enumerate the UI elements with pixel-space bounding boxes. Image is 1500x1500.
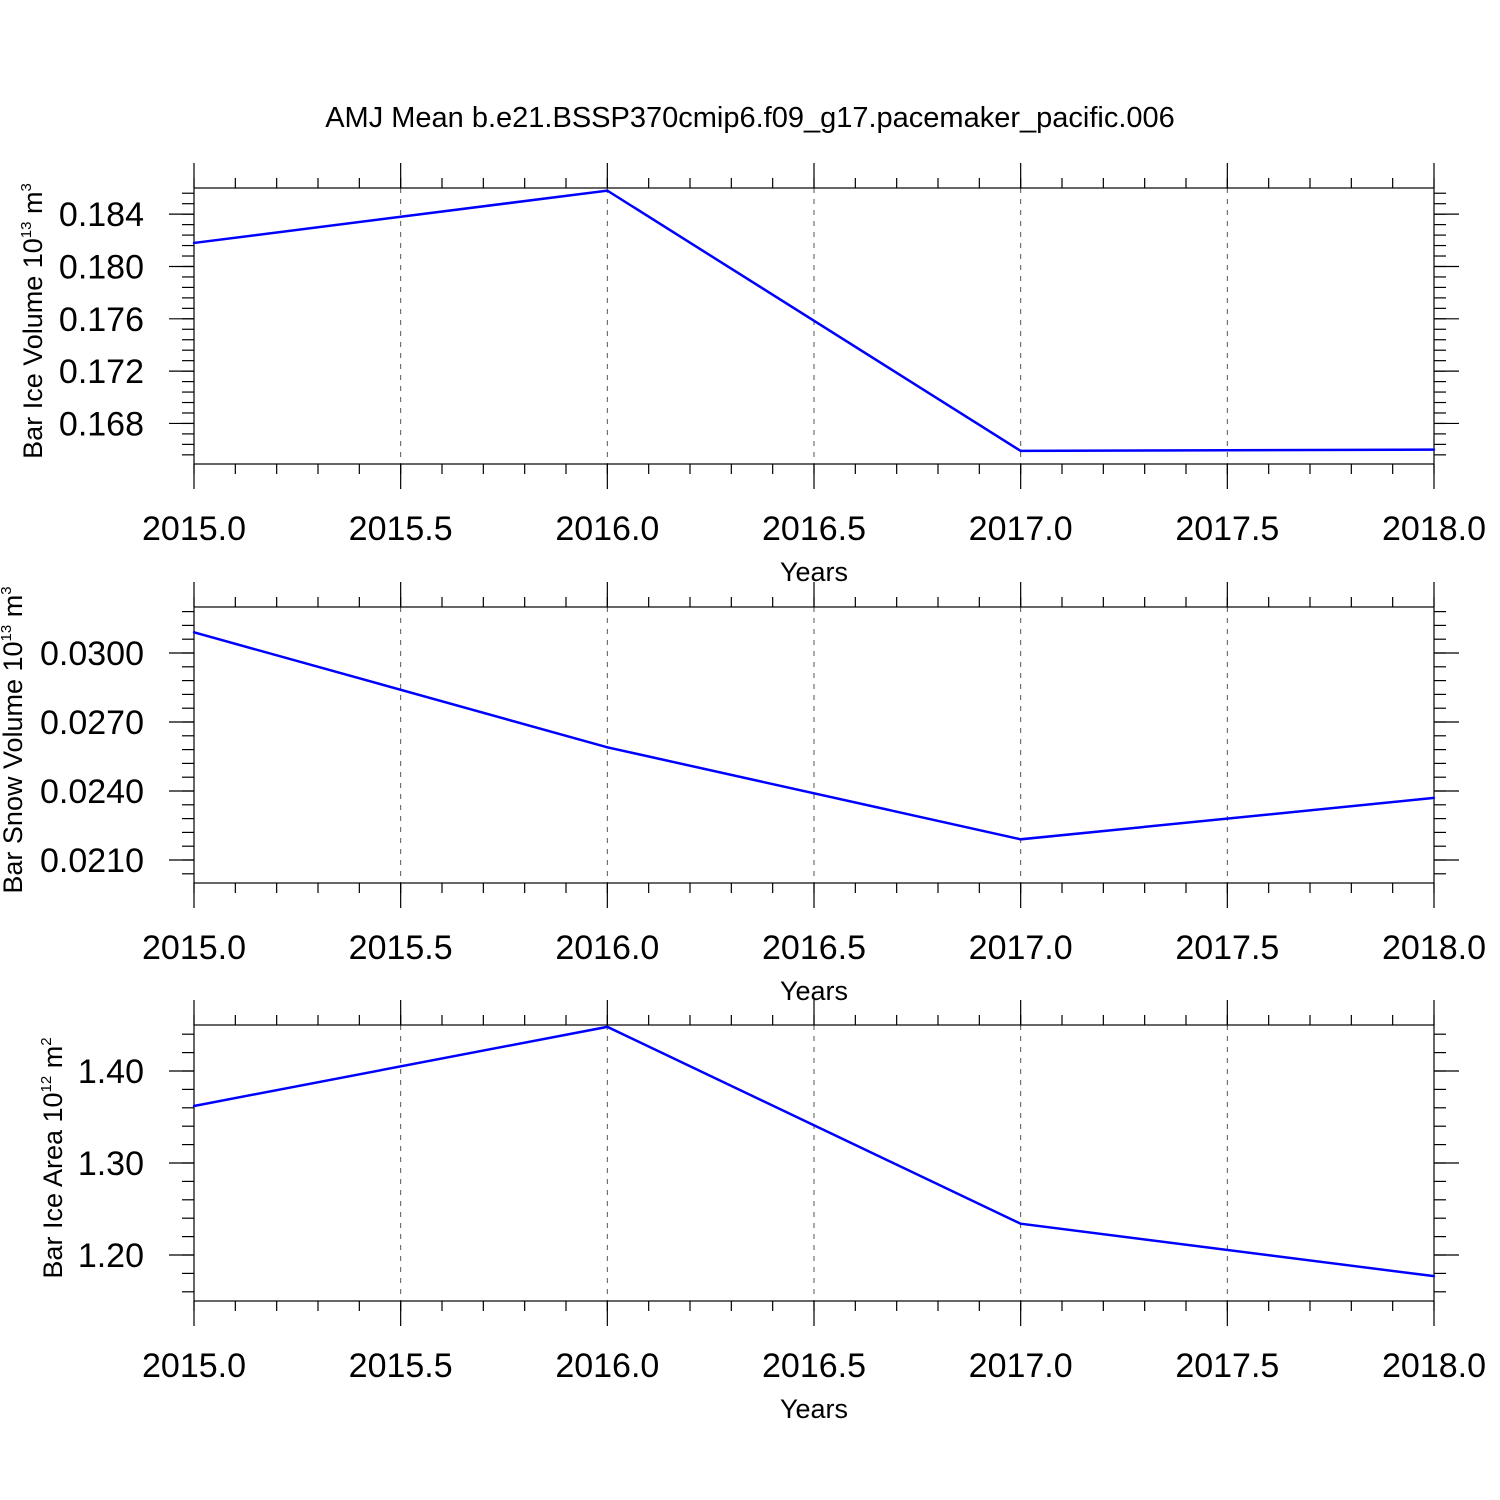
data-point <box>192 631 196 634</box>
data-point <box>1432 796 1436 800</box>
data-point <box>192 241 196 245</box>
x-tick-label: 2018.0 <box>1382 510 1486 548</box>
x-tick-label: 2016.5 <box>762 929 866 967</box>
y-axis-label-text: Bar Snow Volume 10 <box>0 641 28 893</box>
y-tick-label: 0.0210 <box>40 842 144 880</box>
y-axis-label-text: Bar Ice Volume 10 <box>18 238 48 459</box>
data-point <box>606 189 609 192</box>
chart-panel-3: 2015.0 2015.5 2016.0 2016.5 2017.0 2017.5 2018… <box>38 1000 1486 1424</box>
x-tick-label: 2015.0 <box>142 510 246 548</box>
x-tick-label: 2015.0 <box>142 1347 246 1385</box>
x-tick-label: 2015.5 <box>349 510 453 548</box>
x-tick-label: 2016.0 <box>555 510 659 548</box>
x-tick-label: 2017.0 <box>969 1347 1073 1385</box>
chart-title: AMJ Mean b.e21.BSSP370cmip6.f09_g17.pace… <box>325 102 1175 134</box>
x-tick-label: 2016.0 <box>555 929 659 967</box>
y-axis-label-unit-exponent: 3 <box>18 183 35 191</box>
y-axis-label: Bar Ice Area 1012 m2 <box>38 1037 68 1278</box>
y-axis-label: Bar Snow Volume 1013 m3 <box>0 586 28 893</box>
data-point <box>1019 449 1022 453</box>
y-tick-label: 0.176 <box>59 301 144 339</box>
x-tick-label: 2016.5 <box>762 1347 866 1385</box>
data-series-line <box>193 631 1435 841</box>
x-tick-label: 2017.5 <box>1175 1347 1279 1385</box>
data-point <box>606 1025 609 1029</box>
x-tick-label: 2017.0 <box>969 510 1073 548</box>
y-tick-label: 0.184 <box>59 196 144 234</box>
y-tick-label: 0.0270 <box>40 704 144 742</box>
chart-panel-2: 2015.0 2015.5 2016.0 2016.5 2017.0 2017.5 2018… <box>0 582 1486 1006</box>
y-axis-label-unit-exponent: 3 <box>0 586 15 594</box>
y-axis-label: Bar Ice Volume 1013 m3 <box>18 183 48 459</box>
data-series-line <box>193 1025 1435 1278</box>
data-point <box>606 746 609 749</box>
x-tick-label: 2015.5 <box>349 1347 453 1385</box>
x-tick-label: 2016.5 <box>762 510 866 548</box>
x-tick-label: 2018.0 <box>1382 929 1486 967</box>
y-tick-label: 1.30 <box>78 1145 144 1183</box>
x-tick-label: 2015.5 <box>349 929 453 967</box>
x-tick-label: 2018.0 <box>1382 1347 1486 1385</box>
y-tick-label: 0.168 <box>59 405 144 443</box>
y-axis-label-unit-exponent: 2 <box>38 1037 55 1045</box>
y-tick-label: 0.0240 <box>40 773 144 811</box>
data-point <box>1432 448 1436 451</box>
y-tick-label: 0.172 <box>59 353 144 391</box>
y-axis-label-exponent: 12 <box>38 1076 55 1093</box>
x-tick-label: 2017.5 <box>1175 510 1279 548</box>
y-tick-label: 0.180 <box>59 248 144 286</box>
x-tick-label: 2015.0 <box>142 929 246 967</box>
y-axis-label-text: Bar Ice Area 10 <box>38 1092 68 1278</box>
x-axis-label: Years <box>780 1394 848 1424</box>
chart-panel-1: 2015.0 2015.5 2016.0 2016.5 2017.0 2017.5 2018… <box>18 163 1486 587</box>
data-point <box>1019 838 1022 841</box>
x-tick-label: 2016.0 <box>555 1347 659 1385</box>
y-axis-label-unit: m <box>18 192 48 222</box>
y-axis-label-exponent: 13 <box>18 222 35 239</box>
data-series-line <box>193 189 1435 453</box>
data-point <box>192 1104 196 1108</box>
x-tick-label: 2017.5 <box>1175 929 1279 967</box>
data-point <box>1019 1222 1022 1225</box>
y-axis-label-unit: m <box>38 1046 68 1076</box>
y-tick-label: 1.40 <box>78 1053 144 1091</box>
y-tick-label: 1.20 <box>78 1237 144 1275</box>
y-axis-label-unit: m <box>0 595 28 625</box>
y-axis-label-exponent: 13 <box>0 625 15 642</box>
data-point <box>1432 1274 1436 1278</box>
x-tick-label: 2017.0 <box>969 929 1073 967</box>
y-tick-label: 0.0300 <box>40 635 144 673</box>
